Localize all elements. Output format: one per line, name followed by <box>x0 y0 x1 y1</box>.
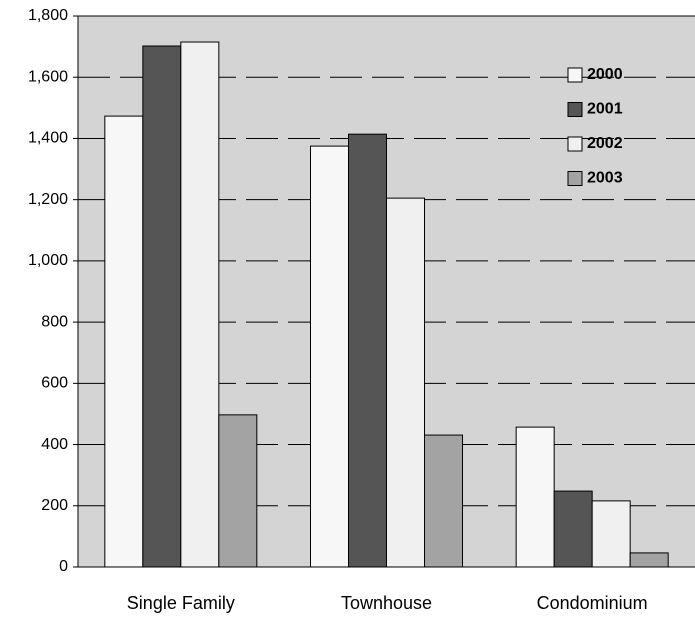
y-tick-label: 1,000 <box>28 252 68 269</box>
x-tick-label: Townhouse <box>341 593 432 613</box>
bar <box>591 500 631 568</box>
bar <box>142 45 182 568</box>
bar <box>424 434 463 568</box>
y-tick-label: 200 <box>41 497 68 514</box>
bar <box>348 133 387 568</box>
legend-label: 2003 <box>587 170 623 187</box>
bar <box>310 145 349 568</box>
legend-swatch <box>567 102 583 117</box>
y-tick-label: 1,600 <box>28 68 68 85</box>
legend-swatch <box>567 171 583 186</box>
bar <box>515 426 555 568</box>
bar <box>104 115 144 568</box>
y-tick-label: 1,400 <box>28 130 68 147</box>
x-tick-label: Single Family <box>127 593 235 613</box>
y-tick-label: 600 <box>41 375 68 392</box>
legend-label: 2000 <box>587 66 623 83</box>
y-tick-label: 0 <box>59 558 68 575</box>
y-tick-label: 400 <box>41 436 68 453</box>
bar <box>218 414 258 568</box>
legend-label: 2001 <box>587 101 623 118</box>
bar <box>553 490 593 568</box>
legend-swatch <box>567 67 583 83</box>
y-tick-label: 800 <box>41 313 68 330</box>
bar <box>386 197 425 568</box>
legend-swatch <box>567 136 583 152</box>
bar <box>629 552 669 568</box>
x-tick-label: Condominium <box>537 593 648 613</box>
bar <box>180 41 220 568</box>
legend-label: 2002 <box>587 135 623 152</box>
y-tick-label: 1,800 <box>28 7 68 24</box>
y-tick-label: 1,200 <box>28 191 68 208</box>
